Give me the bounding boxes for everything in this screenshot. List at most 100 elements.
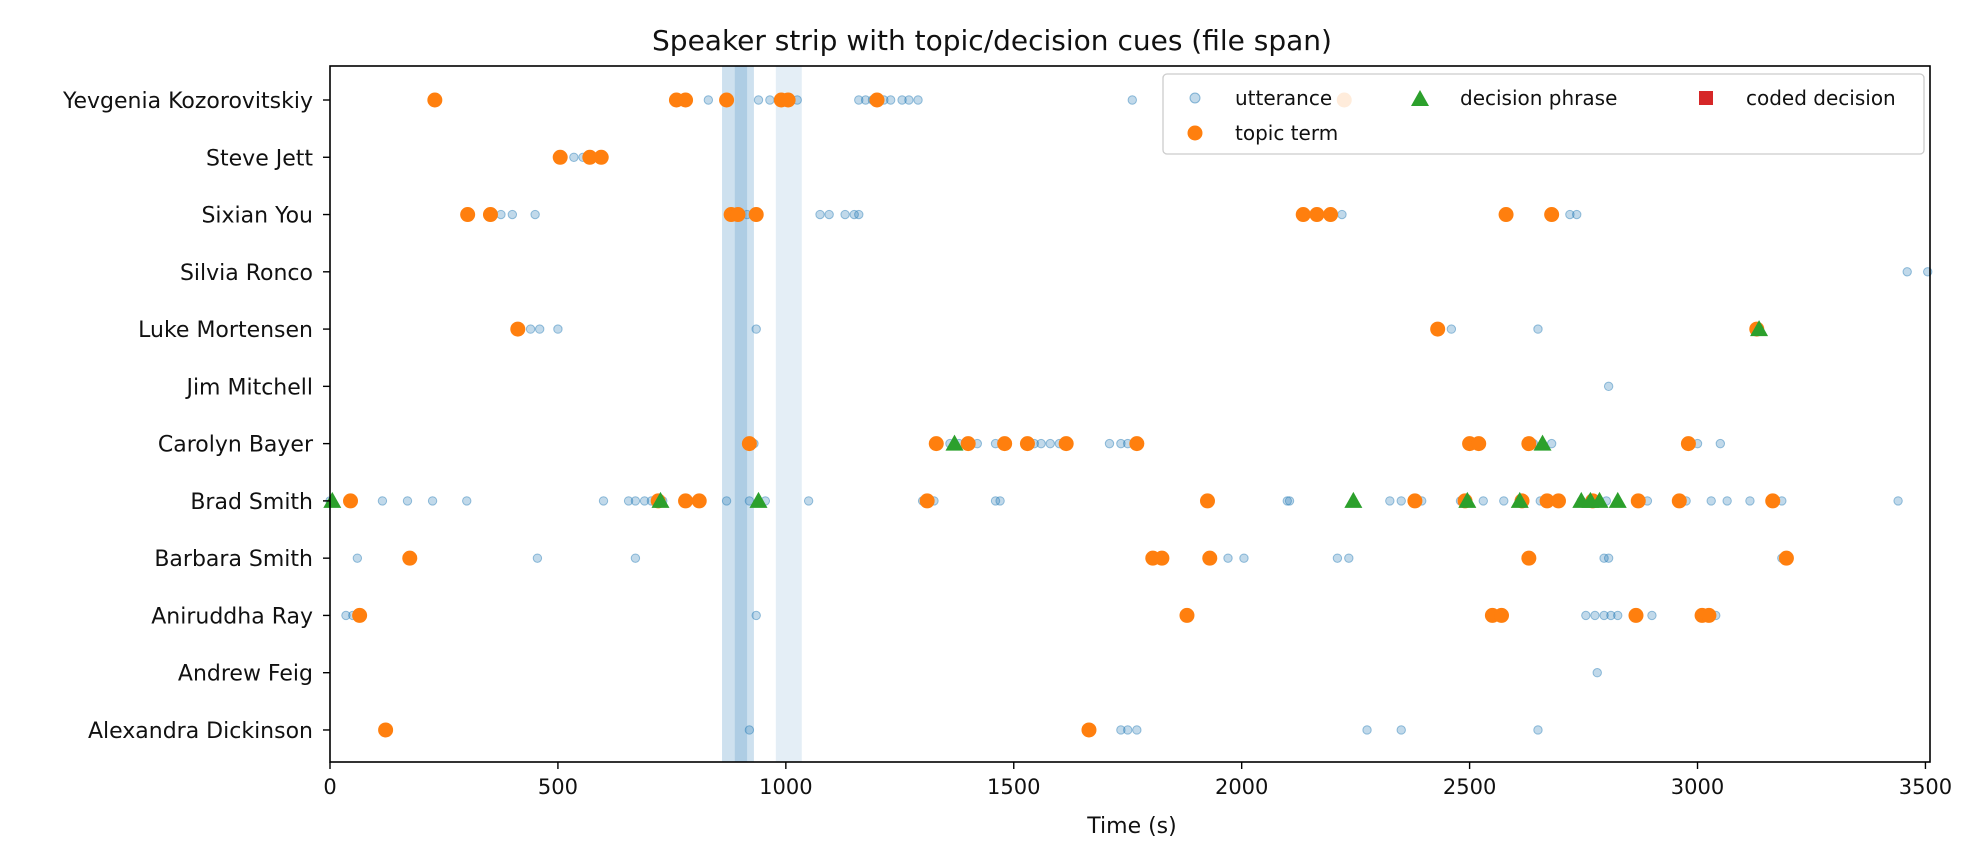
decision-phrase-point — [323, 491, 342, 508]
legend-utterance-marker — [1189, 92, 1201, 104]
utterance-point — [1499, 496, 1509, 506]
decision-phrase-point — [945, 434, 964, 451]
topic-term-point — [1202, 550, 1218, 566]
utterance-point — [1116, 725, 1126, 735]
utterance-point — [1722, 496, 1732, 506]
utterance-point — [1036, 438, 1046, 449]
topic-term-point — [1521, 550, 1537, 566]
utterance-point — [1715, 438, 1726, 449]
decision-phrase-point — [1510, 491, 1529, 508]
utterance-point — [1603, 381, 1614, 392]
topic-term-point — [1701, 607, 1717, 623]
legend-decision-phrase-marker — [1411, 90, 1429, 106]
utterance-point — [854, 95, 864, 105]
utterance-point — [1045, 438, 1055, 449]
topic-term-point — [1550, 493, 1566, 509]
topic-term-point — [1471, 436, 1487, 452]
legend-coded-decision-label: coded decision — [1746, 86, 1896, 110]
utterance-point — [751, 610, 761, 621]
topic-term-point — [1539, 493, 1555, 509]
highlight-spans — [722, 66, 802, 762]
x-tick-label: 3500 — [1899, 775, 1952, 799]
utterance-point — [1239, 553, 1249, 563]
utterance-point — [1127, 95, 1137, 105]
x-tick-label: 2500 — [1443, 775, 1496, 799]
topic-term-point — [1019, 436, 1035, 452]
decision-phrase-point — [1458, 491, 1477, 508]
utterance-point — [1592, 668, 1602, 678]
x-tick-label: 0 — [323, 775, 336, 799]
utterance-point — [377, 496, 388, 506]
plot-frame — [329, 65, 1931, 763]
y-tick-label: Jim Mitchell — [184, 375, 313, 400]
utterance-point — [1396, 496, 1406, 506]
utterance-point — [854, 209, 864, 220]
utterance-point — [462, 496, 472, 506]
topic-term-point — [678, 92, 694, 108]
topic-term-point — [1154, 550, 1170, 566]
topic-term-point — [1680, 436, 1696, 452]
utterance-point — [532, 553, 543, 563]
decision-phrase-point — [1750, 320, 1769, 337]
series-utterance — [325, 95, 1933, 735]
utterance-point — [840, 209, 850, 220]
x-axis: 0 500 1000 1500 2000 2500 3000 3500 — [323, 762, 1952, 799]
decision-phrase-point — [749, 491, 768, 508]
utterance-point — [1123, 725, 1133, 735]
legend-utterance-label: utterance — [1235, 86, 1332, 110]
utterance-point — [1745, 496, 1755, 506]
utterance-point — [402, 496, 413, 506]
utterance-point — [721, 496, 732, 506]
topic-term-point — [510, 321, 526, 337]
topic-term-point — [427, 92, 443, 108]
utterance-point — [1599, 610, 1609, 621]
utterance-point — [913, 95, 923, 105]
decision-phrase-point — [1533, 434, 1552, 451]
x-tick-label: 3000 — [1671, 775, 1724, 799]
topic-term-point — [1058, 436, 1074, 452]
y-tick-label: Alexandra Dickinson — [88, 719, 313, 744]
utterance-point — [630, 496, 641, 506]
utterance-point — [1478, 496, 1488, 506]
utterance-point — [1533, 324, 1543, 334]
topic-term-point — [780, 92, 796, 108]
topic-term-point — [582, 149, 598, 165]
utterance-point — [1902, 267, 1912, 277]
shaded-span-2 — [734, 66, 748, 762]
y-tick-label: Yevgenia Kozorovitskiy — [62, 89, 313, 114]
legend-topic-term-marker — [1187, 125, 1203, 141]
y-tick-label: Andrew Feig — [178, 662, 313, 687]
series-decision-phrase — [323, 320, 1769, 508]
topic-term-point — [919, 493, 935, 509]
topic-term-point — [1309, 207, 1325, 223]
utterance-point — [530, 209, 540, 220]
topic-term-point — [1129, 436, 1145, 452]
topic-term-point — [1498, 207, 1514, 223]
topic-term-point — [460, 207, 476, 223]
legend-coded-decision-marker — [1699, 91, 1713, 105]
y-tick-label: Silvia Ronco — [180, 261, 313, 286]
utterance-point — [630, 553, 641, 563]
utterance-point — [1706, 496, 1716, 506]
utterance-point — [885, 95, 896, 105]
utterance-point — [1581, 610, 1591, 621]
utterance-point — [1396, 725, 1406, 735]
utterance-point — [1284, 496, 1295, 506]
legend: utterance topic term decision phrase cod… — [1162, 73, 1925, 155]
x-tick-label: 2000 — [1215, 775, 1268, 799]
topic-term-point — [719, 92, 735, 108]
topic-term-point — [343, 493, 359, 509]
x-axis-label: Time (s) — [1086, 814, 1176, 839]
decision-phrase-point — [1608, 491, 1627, 508]
topic-term-point — [741, 436, 757, 452]
y-tick-label: Luke Mortensen — [138, 318, 313, 343]
utterance-point — [1533, 725, 1543, 735]
chart-title: Speaker strip with topic/decision cues (… — [652, 24, 1332, 57]
utterance-point — [1590, 610, 1600, 621]
utterance-point — [1337, 209, 1347, 220]
topic-term-point — [593, 149, 609, 165]
series-topic-term — [343, 92, 1794, 738]
utterance-point — [525, 324, 536, 334]
topic-term-point — [1179, 607, 1195, 623]
y-tick-label: Aniruddha Ray — [151, 604, 313, 629]
